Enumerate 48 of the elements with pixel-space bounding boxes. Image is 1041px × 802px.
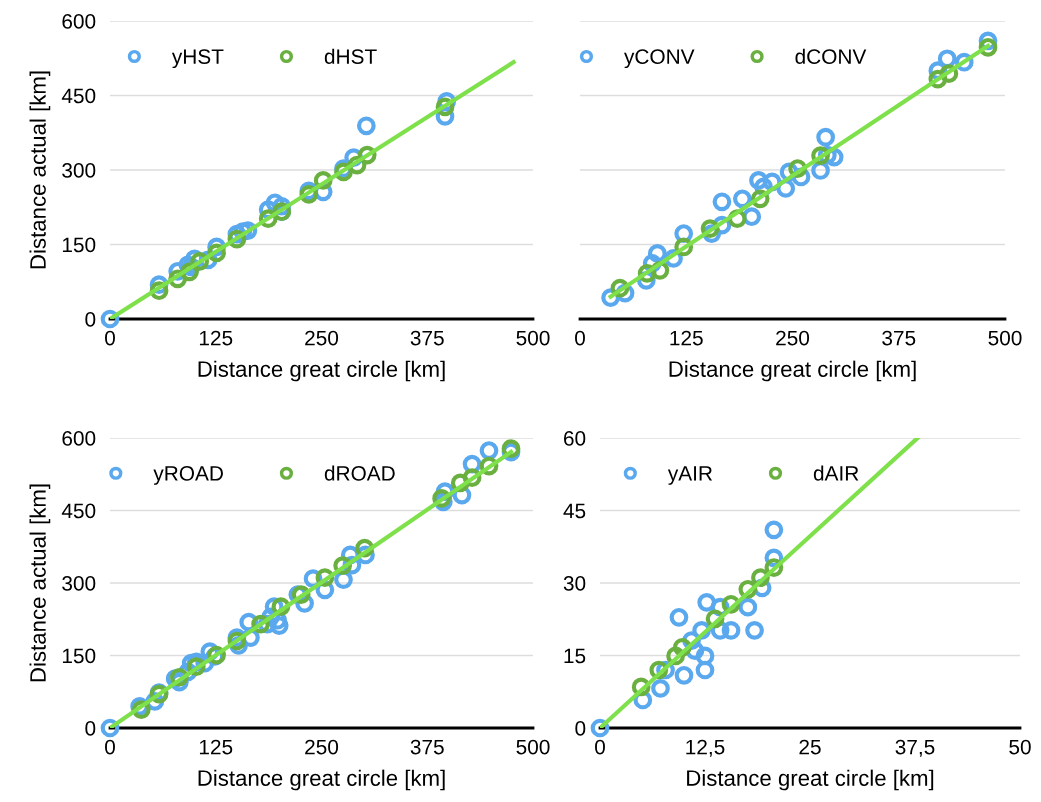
y-axis-title: Distance actual [km] — [29, 71, 51, 269]
x-axis-title: Distance great circle [km] — [687, 769, 934, 791]
x-tick-label: 0 — [105, 739, 115, 755]
y-tick-label: 45 — [563, 503, 586, 519]
y-tick-label: 300 — [62, 576, 96, 591]
x-tick-label: 375 — [410, 739, 444, 755]
y-tick-label: 15 — [564, 648, 586, 664]
legend-label: yCONV — [624, 49, 695, 69]
x-tick-label: 25 — [799, 739, 821, 755]
y-axis-title: Distance actual [km] — [29, 484, 51, 682]
y-tick-label: 0 — [85, 312, 96, 327]
legend-label: yAIR — [667, 466, 713, 485]
legend-label: dHST — [324, 48, 377, 64]
x-tick-label: 500 — [516, 739, 550, 755]
y-tick-label: 0 — [85, 721, 96, 736]
x-tick-label: 37,5 — [895, 739, 935, 757]
x-tick-label: 50 — [1009, 739, 1031, 755]
x-axis-title: Distance great circle [km] — [198, 769, 445, 791]
y-tick-label: 150 — [62, 648, 96, 664]
legend-label: dROAD — [324, 465, 395, 481]
legend-label: yROAD — [153, 466, 223, 485]
legend-label: dCONV — [795, 48, 867, 64]
x-tick-label: 250 — [305, 330, 339, 346]
x-tick-label: 250 — [305, 739, 339, 755]
y-tick-label: 600 — [62, 431, 96, 446]
y-tick-label: 30 — [563, 576, 586, 591]
y-tick-label: 450 — [61, 503, 96, 519]
x-tick-label: 125 — [670, 330, 703, 346]
x-tick-label: 500 — [988, 330, 1022, 346]
x-tick-label: 125 — [199, 739, 233, 755]
x-tick-label: 375 — [410, 330, 444, 346]
x-tick-label: 0 — [105, 330, 115, 346]
x-tick-label: 250 — [776, 330, 810, 346]
y-tick-label: 600 — [62, 14, 96, 29]
y-tick-label: 150 — [62, 237, 96, 253]
x-tick-label: 0 — [595, 739, 605, 755]
y-tick-label: 300 — [62, 163, 96, 178]
x-tick-label: 125 — [199, 330, 233, 346]
legend-label: dAIR — [813, 465, 859, 481]
x-tick-label: 500 — [516, 330, 550, 346]
x-axis-title: Distance great circle [km] — [198, 360, 445, 382]
y-tick-label: 60 — [564, 431, 586, 446]
y-tick-label: 450 — [61, 88, 96, 104]
x-tick-label: 12,5 — [686, 739, 725, 757]
x-tick-label: 375 — [882, 330, 916, 346]
legend-label: yHST — [171, 49, 224, 69]
x-axis-title: Distance great circle [km] — [669, 360, 916, 382]
y-tick-label: 0 — [575, 721, 586, 736]
